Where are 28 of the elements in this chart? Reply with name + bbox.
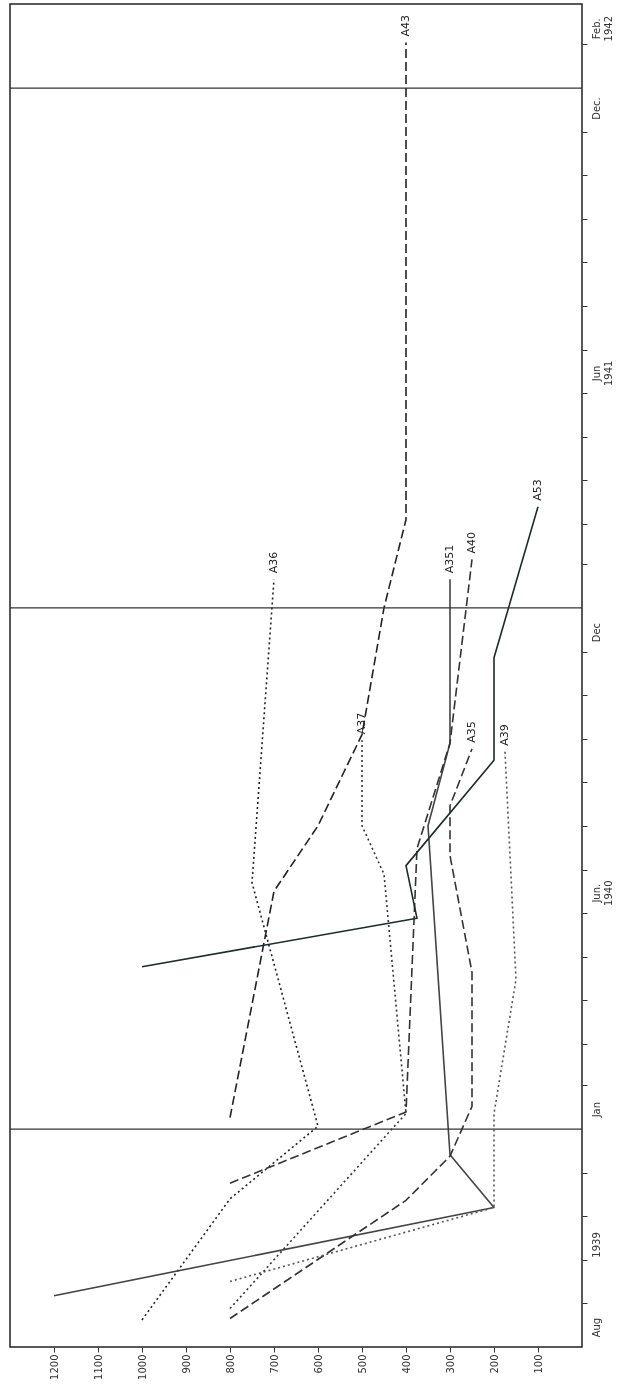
text: A36 (267, 551, 280, 574)
x-tick-label: 600 (312, 1354, 324, 1374)
text: A40 (465, 531, 478, 554)
x-tick-label: 300 (444, 1354, 456, 1374)
y-tick-label: Jun 1941 (590, 360, 614, 387)
y-tick-label: Dec (590, 622, 602, 643)
y-tick-label: Jan (590, 1101, 602, 1119)
text: A37 (355, 712, 368, 735)
x-tick-label: 900 (180, 1354, 192, 1374)
y-tick-label: Dec. (590, 97, 602, 120)
y-tick-label: Jun. 1940 (590, 880, 614, 906)
text: A35 (465, 721, 478, 743)
x-tick-label: 1200 (48, 1354, 60, 1380)
x-tick-label: 1000 (136, 1354, 148, 1380)
x-tick-label: 200 (488, 1354, 500, 1374)
y-tick-label: 1939 (590, 1232, 602, 1258)
x-tick-label: 500 (356, 1354, 368, 1374)
x-tick-label: 100 (532, 1354, 544, 1374)
text: A43 (399, 14, 412, 37)
text: A351 (443, 544, 456, 574)
y-tick-label: Aug (590, 1317, 602, 1338)
text: A53 (531, 479, 544, 501)
y-tick-label: Feb. 1942 (590, 15, 614, 42)
x-tick-label: 1100 (92, 1354, 104, 1380)
x-tick-label: 700 (268, 1354, 280, 1374)
x-tick-label: 800 (224, 1354, 236, 1374)
x-tick-label: 400 (400, 1354, 412, 1374)
text: A39 (498, 724, 511, 746)
